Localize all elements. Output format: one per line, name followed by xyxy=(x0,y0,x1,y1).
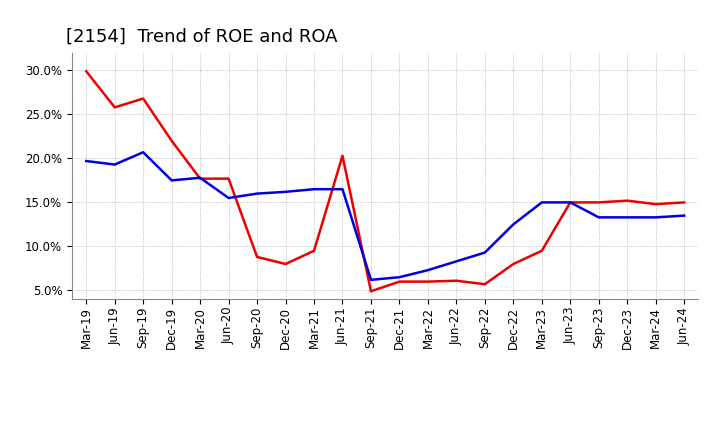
Line: ROE: ROE xyxy=(86,71,684,291)
ROE xyxy=(395,279,404,284)
ROE xyxy=(196,176,204,181)
ROA xyxy=(310,187,318,192)
ROA xyxy=(595,215,603,220)
ROA xyxy=(680,213,688,218)
ROA xyxy=(537,200,546,205)
ROA xyxy=(366,277,375,282)
ROA xyxy=(423,268,432,273)
ROE xyxy=(566,200,575,205)
ROE xyxy=(680,200,688,205)
ROA xyxy=(282,189,290,194)
ROE xyxy=(509,261,518,267)
ROE xyxy=(480,282,489,287)
ROA xyxy=(82,158,91,164)
ROE xyxy=(537,248,546,253)
ROE xyxy=(110,105,119,110)
ROE xyxy=(310,248,318,253)
ROA xyxy=(480,250,489,255)
ROA xyxy=(623,215,631,220)
ROA xyxy=(566,200,575,205)
ROE xyxy=(282,261,290,267)
ROE xyxy=(595,200,603,205)
ROE xyxy=(167,138,176,143)
ROE xyxy=(82,69,91,74)
ROE xyxy=(652,202,660,207)
ROA xyxy=(253,191,261,196)
ROA xyxy=(196,175,204,180)
ROA xyxy=(338,187,347,192)
ROE xyxy=(366,289,375,294)
ROA xyxy=(110,162,119,167)
ROA xyxy=(139,150,148,155)
Text: [2154]  Trend of ROE and ROA: [2154] Trend of ROE and ROA xyxy=(66,28,337,46)
ROE xyxy=(338,153,347,158)
ROA xyxy=(167,178,176,183)
ROE xyxy=(623,198,631,203)
ROA xyxy=(225,195,233,201)
Line: ROA: ROA xyxy=(86,152,684,280)
ROE xyxy=(139,96,148,101)
ROA xyxy=(452,259,461,264)
ROE xyxy=(452,278,461,283)
ROE xyxy=(423,279,432,284)
ROE xyxy=(253,254,261,260)
ROA xyxy=(509,222,518,227)
ROA xyxy=(652,215,660,220)
Legend: ROE, ROA: ROE, ROA xyxy=(294,434,477,440)
ROE xyxy=(225,176,233,181)
ROA xyxy=(395,275,404,280)
